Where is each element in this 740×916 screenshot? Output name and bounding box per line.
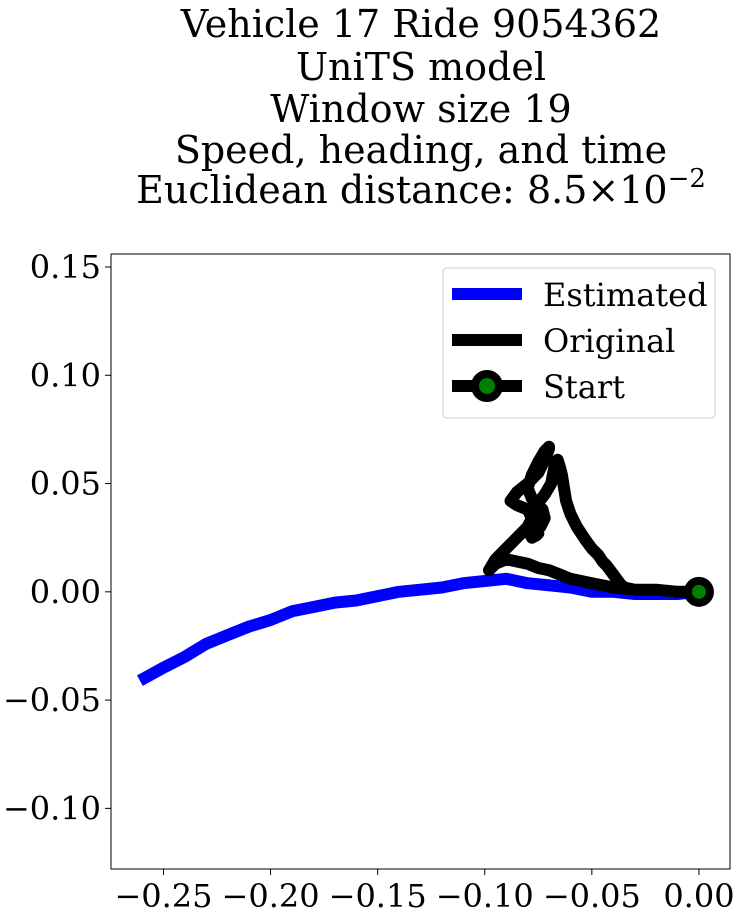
legend: Estimated Original Start bbox=[442, 267, 716, 419]
x-tick-label: −0.05 bbox=[543, 877, 641, 915]
y-tick-label: 0.10 bbox=[30, 356, 101, 394]
y-tick-label: −0.05 bbox=[3, 681, 101, 719]
series-line-original bbox=[483, 440, 699, 598]
title-exponent: −2 bbox=[668, 164, 706, 194]
title-distance-label: Euclidean distance: bbox=[136, 168, 527, 212]
y-tick-label: −0.10 bbox=[3, 789, 101, 827]
y-tick-label: 0.00 bbox=[30, 573, 101, 611]
title-times: × bbox=[587, 168, 619, 212]
plot-area: −0.25 −0.20 −0.15 −0.10 −0.05 0.00 −0.10−0.05… bbox=[3, 248, 735, 915]
title-line-1: Vehicle 17 Ride 9054362 bbox=[180, 2, 661, 46]
y-axis: −0.10 −0.05 0.00 0.05 0.10 0.15 bbox=[3, 248, 111, 827]
y-tick-label: 0.15 bbox=[30, 248, 101, 286]
start-marker bbox=[683, 576, 714, 607]
x-tick-label: −0.15 bbox=[329, 877, 427, 915]
legend-swatch-start-marker bbox=[471, 370, 503, 402]
x-tick-label: −0.10 bbox=[436, 877, 534, 915]
x-tick-label: −0.20 bbox=[222, 877, 320, 915]
title-base: 10 bbox=[619, 168, 667, 212]
title-line-5: Euclidean distance: 8.5×10−2 bbox=[136, 164, 706, 212]
title-line-2: UniTS model bbox=[296, 45, 546, 89]
legend-label-start: Start bbox=[543, 368, 625, 406]
title-line-3: Window size 19 bbox=[270, 87, 571, 131]
title-mantissa: 8.5 bbox=[527, 168, 587, 212]
y-tick-label: 0.05 bbox=[30, 465, 101, 503]
chart-title: Vehicle 17 Ride 9054362 UniTS model Wind… bbox=[136, 2, 706, 212]
x-axis: −0.25 −0.20 −0.15 −0.10 −0.05 0.00 bbox=[114, 869, 735, 915]
series-line-estimated bbox=[137, 572, 700, 686]
series-layer bbox=[137, 440, 714, 686]
legend-label-original: Original bbox=[543, 322, 675, 360]
plot-frame bbox=[110, 253, 731, 870]
x-tick-label: −0.25 bbox=[114, 877, 212, 915]
legend-label-estimated: Estimated bbox=[543, 276, 708, 314]
title-line-4: Speed, heading, and time bbox=[175, 128, 667, 172]
x-tick-label: 0.00 bbox=[663, 877, 734, 915]
